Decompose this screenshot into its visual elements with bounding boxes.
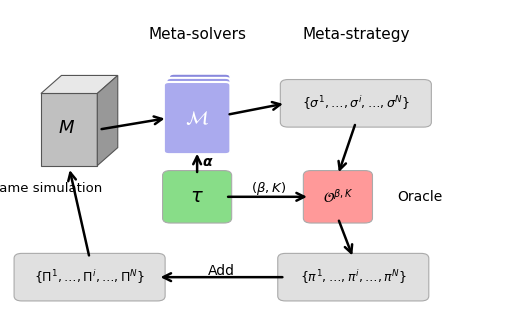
FancyBboxPatch shape <box>14 253 165 301</box>
Text: $\mathcal{O}^{\beta,K}$: $\mathcal{O}^{\beta,K}$ <box>323 188 353 206</box>
Text: $\{\pi^1,\ldots,\pi^i,\ldots,\pi^N\}$: $\{\pi^1,\ldots,\pi^i,\ldots,\pi^N\}$ <box>300 268 407 286</box>
FancyBboxPatch shape <box>303 171 373 223</box>
Polygon shape <box>97 75 118 166</box>
Text: Add: Add <box>208 264 234 277</box>
Text: $(\beta, K)$: $(\beta, K)$ <box>251 180 286 197</box>
FancyBboxPatch shape <box>278 253 429 301</box>
Text: Game simulation: Game simulation <box>0 182 103 195</box>
Text: Meta-strategy: Meta-strategy <box>302 27 410 42</box>
FancyBboxPatch shape <box>163 171 231 223</box>
Text: $\mathcal{M}$: $\mathcal{M}$ <box>185 109 209 128</box>
FancyBboxPatch shape <box>281 79 431 127</box>
FancyBboxPatch shape <box>166 78 230 148</box>
Text: $\tau$: $\tau$ <box>190 187 204 206</box>
Text: Meta-solvers: Meta-solvers <box>148 27 246 42</box>
Text: $\{\sigma^1,\ldots,\sigma^i,\ldots,\sigma^N\}$: $\{\sigma^1,\ldots,\sigma^i,\ldots,\sigm… <box>302 94 410 112</box>
Polygon shape <box>41 93 97 166</box>
FancyBboxPatch shape <box>169 74 230 142</box>
Text: $\boldsymbol{\alpha}$: $\boldsymbol{\alpha}$ <box>202 155 213 169</box>
Text: $\{\Pi^1,\ldots,\Pi^i,\ldots,\Pi^N\}$: $\{\Pi^1,\ldots,\Pi^i,\ldots,\Pi^N\}$ <box>34 268 145 286</box>
Text: $M$: $M$ <box>58 119 75 137</box>
Polygon shape <box>41 75 118 93</box>
Text: Oracle: Oracle <box>397 190 442 204</box>
FancyBboxPatch shape <box>164 82 230 154</box>
